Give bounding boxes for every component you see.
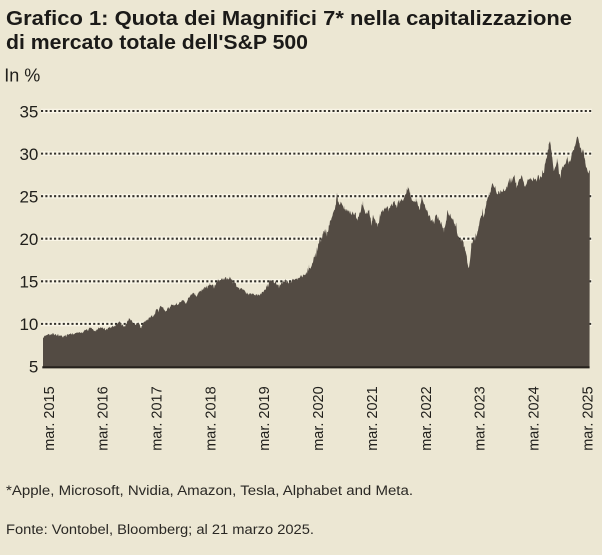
svg-text:mar. 2024: mar. 2024: [527, 386, 543, 451]
svg-text:mar. 2016: mar. 2016: [96, 386, 112, 451]
svg-text:mar. 2018: mar. 2018: [203, 386, 219, 451]
svg-text:5: 5: [29, 358, 38, 377]
svg-text:35: 35: [19, 102, 38, 121]
svg-text:In %: In %: [4, 66, 40, 86]
svg-text:mar. 2020: mar. 2020: [311, 386, 327, 451]
svg-text:15: 15: [19, 273, 38, 292]
svg-text:mar. 2017: mar. 2017: [150, 386, 166, 451]
svg-text:20: 20: [19, 230, 38, 249]
svg-text:*Apple, Microsoft, Nvidia, Ama: *Apple, Microsoft, Nvidia, Amazon, Tesla…: [6, 483, 413, 499]
svg-text:di mercato totale dell'S&P 500: di mercato totale dell'S&P 500: [6, 32, 308, 54]
svg-text:Fonte: Vontobel, Bloomberg; al: Fonte: Vontobel, Bloomberg; al 21 marzo …: [6, 522, 314, 538]
svg-text:25: 25: [19, 188, 38, 207]
svg-text:30: 30: [19, 145, 38, 164]
svg-text:mar. 2019: mar. 2019: [257, 386, 273, 451]
svg-text:mar. 2021: mar. 2021: [365, 386, 381, 451]
svg-text:mar. 2015: mar. 2015: [42, 386, 58, 451]
svg-text:mar. 2025: mar. 2025: [580, 386, 596, 451]
svg-text:10: 10: [19, 315, 38, 334]
svg-text:mar. 2023: mar. 2023: [473, 386, 489, 451]
svg-text:mar. 2022: mar. 2022: [419, 386, 435, 451]
svg-text:Grafico 1: Quota dei Magnifici: Grafico 1: Quota dei Magnifici 7* nella …: [6, 8, 572, 30]
